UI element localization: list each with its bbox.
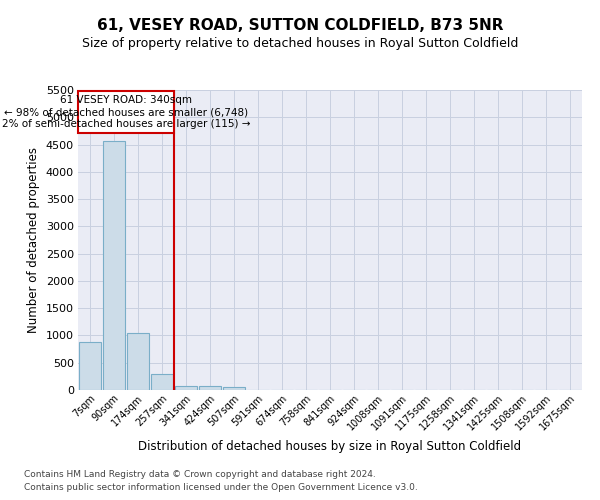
- Text: 2% of semi-detached houses are larger (115) →: 2% of semi-detached houses are larger (1…: [2, 119, 250, 129]
- Bar: [199, 386, 221, 390]
- Bar: [223, 387, 245, 390]
- Text: Size of property relative to detached houses in Royal Sutton Coldfield: Size of property relative to detached ho…: [82, 38, 518, 51]
- Text: Contains HM Land Registry data © Crown copyright and database right 2024.: Contains HM Land Registry data © Crown c…: [24, 470, 376, 479]
- Text: Contains public sector information licensed under the Open Government Licence v3: Contains public sector information licen…: [24, 484, 418, 492]
- X-axis label: Distribution of detached houses by size in Royal Sutton Coldfield: Distribution of detached houses by size …: [139, 440, 521, 454]
- Y-axis label: Number of detached properties: Number of detached properties: [27, 147, 40, 333]
- Text: ← 98% of detached houses are smaller (6,748): ← 98% of detached houses are smaller (6,…: [4, 108, 248, 118]
- Text: 61, VESEY ROAD, SUTTON COLDFIELD, B73 5NR: 61, VESEY ROAD, SUTTON COLDFIELD, B73 5N…: [97, 18, 503, 32]
- Bar: [127, 332, 149, 390]
- Bar: [103, 142, 125, 390]
- Bar: [79, 91, 173, 132]
- Bar: [175, 386, 197, 390]
- Bar: [79, 342, 101, 390]
- Text: 61 VESEY ROAD: 340sqm: 61 VESEY ROAD: 340sqm: [60, 96, 192, 106]
- Bar: [151, 374, 173, 390]
